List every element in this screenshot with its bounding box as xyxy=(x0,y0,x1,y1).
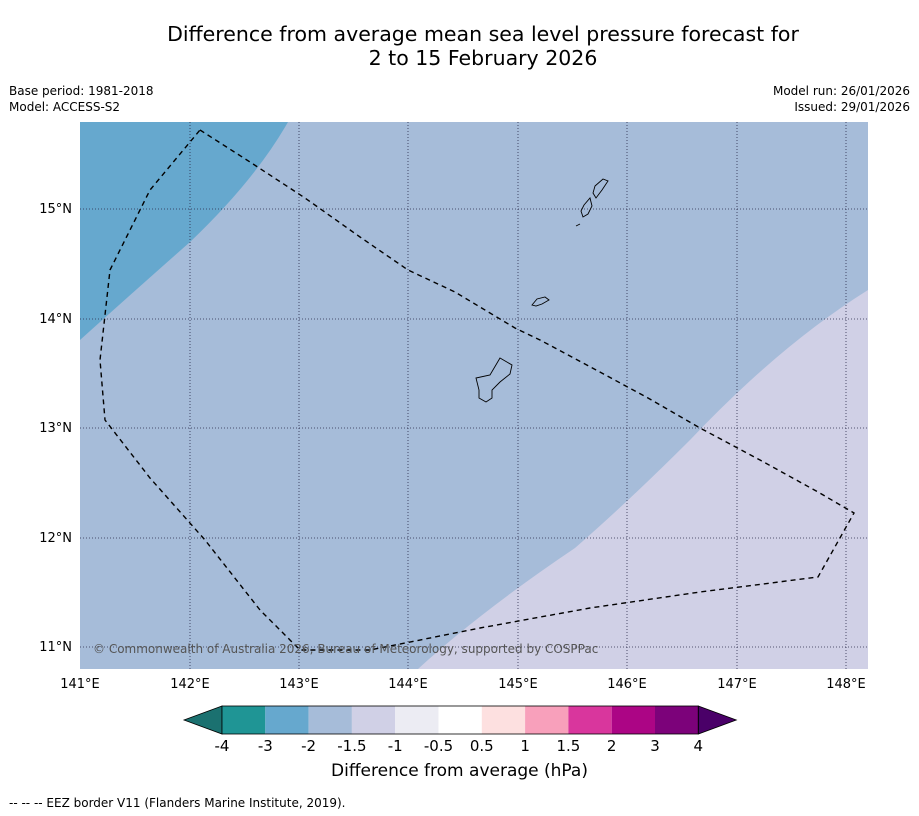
eez-footnote: -- -- -- EEZ border V11 (Flanders Marine… xyxy=(9,796,346,810)
base-period: Base period: 1981-2018 xyxy=(9,84,154,98)
lon-label: 145°E xyxy=(498,677,538,692)
model-run: Model run: 26/01/2026 xyxy=(772,84,910,98)
colorbar-swatch xyxy=(438,706,482,734)
band-minus3-to-minus2 xyxy=(80,122,288,340)
colorbar-tick-label: 2 xyxy=(607,737,617,755)
colorbar-outline xyxy=(221,705,699,735)
colorbar-swatch xyxy=(655,706,699,734)
colorbar xyxy=(182,705,738,735)
colorbar-tick-label: -2 xyxy=(301,737,316,755)
lon-label: 143°E xyxy=(279,677,319,692)
eez-border xyxy=(99,129,855,651)
map-title: Difference from average mean sea level p… xyxy=(0,22,919,70)
saipan-island xyxy=(592,178,609,199)
colorbar-swatch xyxy=(568,706,612,734)
colorbar-swatch xyxy=(222,706,266,734)
colorbar-tick-label: -4 xyxy=(215,737,230,755)
lon-label: 144°E xyxy=(388,677,428,692)
colorbar-tick-label: -0.5 xyxy=(424,737,453,755)
lon-label: 142°E xyxy=(170,677,210,692)
tinian-island xyxy=(580,197,593,218)
model-name: Model: ACCESS-S2 xyxy=(9,100,121,114)
colorbar-swatch xyxy=(525,706,569,734)
lon-label: 146°E xyxy=(607,677,647,692)
lat-label: 13°N xyxy=(39,421,72,436)
colorbar-title: Difference from average (hPa) xyxy=(331,761,588,781)
lat-label: 12°N xyxy=(39,531,72,546)
colorbar-tick-label: -1.5 xyxy=(337,737,366,755)
lon-label: 141°E xyxy=(60,677,100,692)
metadata-right: Model run: 26/01/2026 Issued: 29/01/2026 xyxy=(773,83,910,115)
colorbar-labels: -4 -3 -2 -1.5 -1 -0.5 0.5 1 1.5 2 3 4 xyxy=(215,737,704,755)
colorbar-tick-label: -1 xyxy=(388,737,403,755)
pressure-anomaly-field xyxy=(80,122,868,669)
colorbar-tick-label: 0.5 xyxy=(470,737,494,755)
colorbar-extend-low xyxy=(182,705,223,735)
longitude-labels: 141°E 142°E 143°E 144°E 145°E 146°E 147°… xyxy=(60,677,866,692)
lon-label: 147°E xyxy=(717,677,757,692)
colorbar-tick-label: 1 xyxy=(520,737,530,755)
band-minus1-5-to-minus1 xyxy=(418,290,868,669)
title-line-2: 2 to 15 February 2026 xyxy=(368,46,598,70)
colorbar-tick-label: 4 xyxy=(694,737,704,755)
latitude-labels: 15°N 14°N 13°N 12°N 11°N xyxy=(39,202,72,655)
lat-label: 15°N xyxy=(39,202,72,217)
graticule xyxy=(80,122,868,669)
lat-label: 14°N xyxy=(39,312,72,327)
colorbar-swatch xyxy=(481,706,526,734)
metadata-left: Base period: 1981-2018 Model: ACCESS-S2 xyxy=(9,83,154,115)
copyright-notice: © Commonwealth of Australia 2026, Bureau… xyxy=(93,642,598,656)
colorbar-extend-high xyxy=(697,705,738,735)
title-line-1: Difference from average mean sea level p… xyxy=(167,22,799,46)
lat-label: 11°N xyxy=(39,640,72,655)
issued-date: Issued: 29/01/2026 xyxy=(794,100,910,114)
colorbar-swatch xyxy=(395,706,439,734)
islands xyxy=(475,178,609,403)
colorbar-swatch xyxy=(351,706,396,734)
colorbar-tick-label: -3 xyxy=(258,737,273,755)
rota-island xyxy=(531,296,550,307)
colorbar-tick-label: 1.5 xyxy=(556,737,580,755)
colorbar-swatch xyxy=(308,706,352,734)
aguijan-island xyxy=(575,223,581,227)
colorbar-tick-label: 3 xyxy=(650,737,660,755)
colorbar-swatch xyxy=(611,706,655,734)
guam-island xyxy=(475,357,513,403)
colorbar-swatch xyxy=(265,706,309,734)
lon-label: 148°E xyxy=(826,677,866,692)
